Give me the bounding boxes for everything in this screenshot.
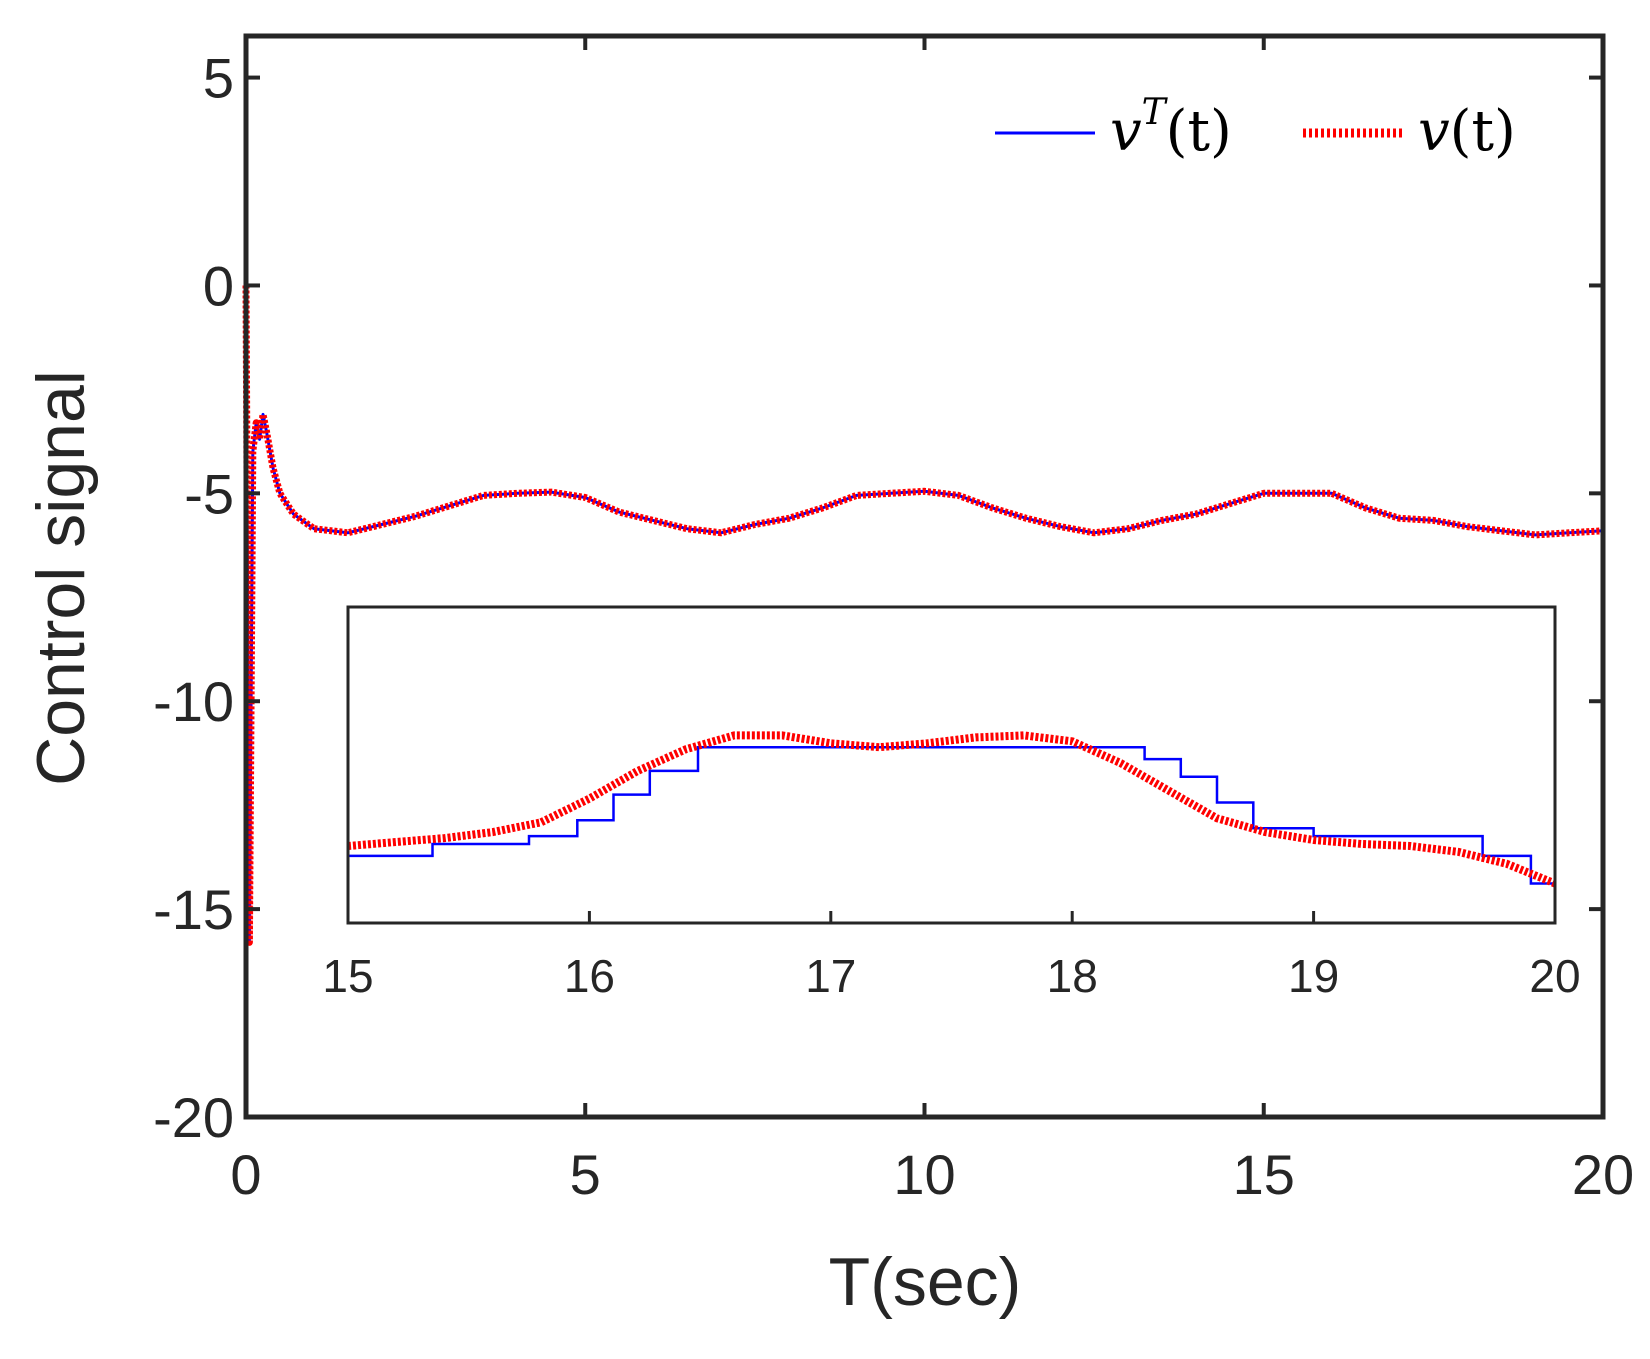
inset-axes: 15 16 17 18 19 20 bbox=[322, 605, 1581, 1002]
x-axis-label: T(sec) bbox=[829, 1244, 1022, 1320]
x-tick-label: 15 bbox=[1233, 1143, 1295, 1206]
main-axes: 0 5 10 15 20 5 0 -5 -10 -15 -20 bbox=[153, 33, 1634, 1206]
main-axes-frame bbox=[243, 33, 1606, 1120]
y-axis-label: Control signal bbox=[23, 370, 99, 786]
series-line-v bbox=[242, 285, 1604, 946]
legend-label-v: v(t) bbox=[1418, 99, 1516, 164]
inset-x-tick-label: 17 bbox=[805, 950, 856, 1002]
legend-v-base: v bbox=[1418, 99, 1450, 164]
legend: vT(t) v(t) bbox=[995, 92, 1516, 164]
inset-x-tick-label: 20 bbox=[1529, 950, 1580, 1002]
y-tick-label: 5 bbox=[203, 47, 234, 110]
main-plot-area bbox=[246, 36, 1603, 1117]
inset-series-group bbox=[347, 731, 1557, 888]
inset-tick-group: 15 16 17 18 19 20 bbox=[322, 911, 1581, 1002]
main-series-group bbox=[242, 285, 1604, 946]
inset-x-tick-label: 19 bbox=[1288, 950, 1339, 1002]
y-tick-label: -10 bbox=[153, 670, 234, 733]
x-tick-label: 5 bbox=[570, 1143, 601, 1206]
y-tick-label: 0 bbox=[203, 254, 234, 317]
legend-vT-arg: (t) bbox=[1166, 99, 1232, 164]
legend-vT-base: v bbox=[1110, 99, 1142, 164]
inset-x-tick-label: 18 bbox=[1047, 950, 1098, 1002]
y-tick-label: -20 bbox=[153, 1086, 234, 1149]
main-tick-group: 0 5 10 15 20 5 0 -5 -10 -15 -20 bbox=[153, 36, 1634, 1206]
x-tick-label: 0 bbox=[230, 1143, 261, 1206]
x-tick-label: 10 bbox=[893, 1143, 955, 1206]
x-tick-label: 20 bbox=[1572, 1143, 1634, 1206]
inset-x-tick-label: 15 bbox=[322, 950, 373, 1002]
legend-v-arg: (t) bbox=[1450, 99, 1516, 164]
y-tick-label: -15 bbox=[153, 878, 234, 941]
inset-plot-area bbox=[348, 607, 1555, 923]
legend-vT-sup: T bbox=[1142, 92, 1169, 133]
inset-series-line-v bbox=[347, 731, 1557, 888]
legend-label-vT: vT(t) bbox=[1110, 92, 1232, 164]
y-tick-label: -5 bbox=[184, 462, 234, 525]
inset-axes-frame bbox=[346, 605, 1557, 925]
inset-series-line-vT bbox=[348, 745, 1555, 885]
inset-x-tick-label: 16 bbox=[564, 950, 615, 1002]
